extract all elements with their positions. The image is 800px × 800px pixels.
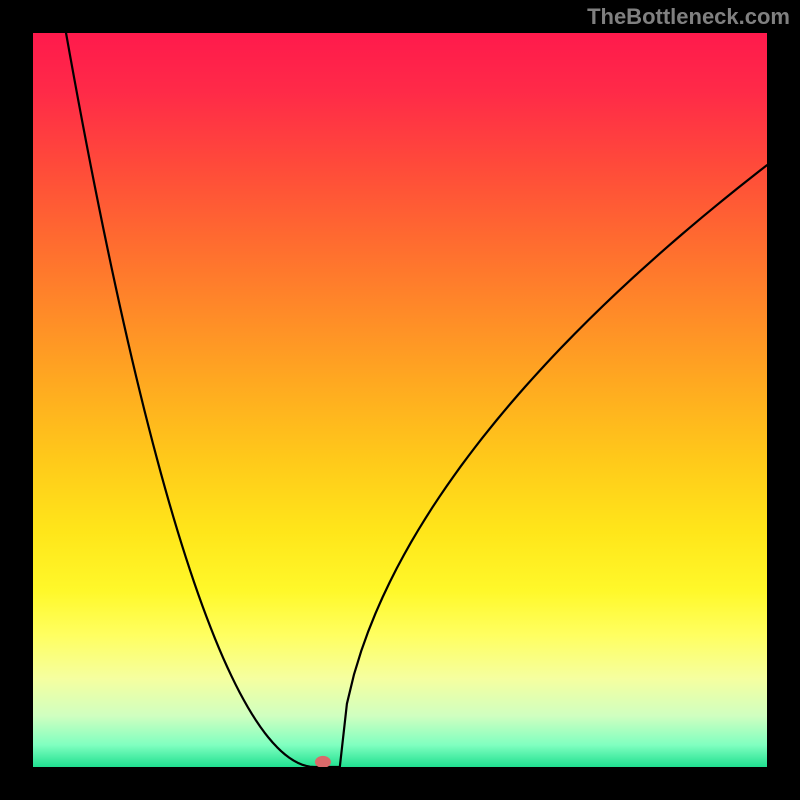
watermark-text: TheBottleneck.com [587, 4, 790, 30]
chart-container: TheBottleneck.com [0, 0, 800, 800]
bottleneck-chart [0, 0, 800, 800]
optimal-point-marker [315, 756, 331, 768]
gradient-background [33, 33, 767, 767]
